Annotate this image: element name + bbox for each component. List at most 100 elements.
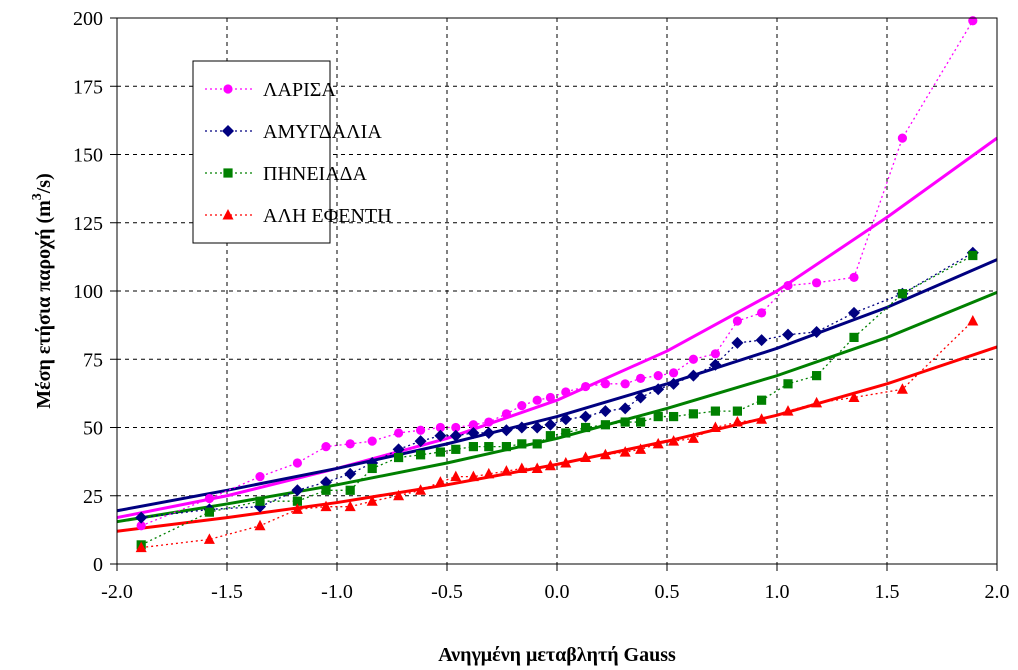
- y-tick-label: 150: [73, 145, 103, 167]
- series-1-point: [620, 379, 630, 389]
- series-2-point: [709, 358, 722, 371]
- series-1-point: [468, 420, 478, 430]
- series-4-point: [450, 470, 462, 482]
- series-3-point: [255, 496, 265, 506]
- series-4-observations: [135, 315, 979, 553]
- series-1-point: [435, 422, 445, 433]
- series-2-point: [782, 328, 794, 341]
- series-4-point: [687, 432, 699, 443]
- series-1-point: [484, 417, 494, 427]
- series-4-point: [756, 413, 768, 424]
- series-2-point: [291, 484, 304, 497]
- series-1-point: [416, 425, 426, 435]
- series-1-point: [292, 458, 302, 468]
- series-2-point: [135, 511, 148, 524]
- x-tick-label: 0.5: [655, 581, 680, 603]
- series-3-point: [435, 447, 445, 457]
- series-4-point: [544, 459, 556, 471]
- y-tick-label: 200: [73, 8, 103, 30]
- x-tick-label: -0.5: [431, 581, 463, 603]
- series-3-point: [636, 417, 646, 427]
- series-1-point: [653, 371, 663, 381]
- series-1-point: [545, 392, 556, 403]
- legend-marker: [223, 168, 233, 178]
- series-2-point: [531, 421, 544, 434]
- x-tick-label: -2.0: [101, 581, 133, 603]
- series-2-point: [320, 476, 332, 489]
- series-3-point: [783, 379, 793, 389]
- series-2-point: [559, 413, 572, 426]
- series-3-point: [484, 442, 494, 452]
- series-2-point: [344, 467, 357, 480]
- series-1-point: [636, 373, 646, 383]
- series-4-point: [782, 405, 794, 416]
- series-2-point: [619, 402, 632, 415]
- legend: ΛΑΡΙΣΑ ΑΜΥΓΔΑΛΙΑ ΠΗΝΕΙΑΔΑ ΑΛΗ ΕΦΕΝΤΗ: [192, 60, 392, 244]
- legend-marker: [222, 125, 234, 137]
- series-3-point: [688, 409, 698, 419]
- series-3-point: [710, 406, 720, 416]
- series-3-point: [561, 428, 571, 438]
- series-2-point: [848, 306, 860, 319]
- series-3-point: [321, 485, 331, 495]
- series-1-point: [345, 439, 355, 449]
- x-axis-ticks: -2.0 -1.5 -1.0 -0.5 0.0 0.5 1.0 1.5 2.0: [101, 564, 1010, 603]
- series-3-point: [468, 442, 478, 452]
- series-4-point: [254, 519, 266, 531]
- series-4-point: [203, 533, 215, 544]
- series-4-point: [848, 391, 860, 402]
- series-4-point: [434, 476, 446, 487]
- series-2-point: [667, 377, 680, 390]
- series-3-point: [968, 250, 978, 261]
- series-3-point: [732, 406, 742, 416]
- series-2-point: [579, 410, 592, 423]
- series-1-point: [532, 395, 542, 405]
- series-1-point: [394, 428, 404, 438]
- series-2-fit-curve: [116, 258, 998, 513]
- legend-entry: ΛΑΡΙΣΑ: [205, 79, 336, 101]
- x-tick-label: -1.5: [211, 581, 243, 603]
- y-tick-label: 175: [73, 76, 103, 98]
- series-4-point: [531, 462, 543, 473]
- y-tick-label: 50: [83, 418, 103, 440]
- series-3-point: [581, 422, 591, 433]
- series-2-point: [434, 429, 447, 442]
- series-4-point: [896, 383, 908, 394]
- x-tick-label: 1.0: [765, 581, 790, 603]
- y-tick-label: 125: [73, 213, 103, 235]
- data-series: [135, 16, 979, 553]
- series-1-point: [812, 278, 822, 288]
- series-4-fit-curve: [116, 345, 998, 533]
- series-4-point: [366, 495, 378, 506]
- series-3-point: [545, 431, 555, 441]
- series-3-point: [367, 463, 377, 474]
- series-4-point: [291, 503, 303, 514]
- series-2-point: [392, 443, 405, 456]
- x-tick-label: -1.0: [321, 581, 353, 603]
- legend-label: ΠΗΝΕΙΑΔΑ: [263, 163, 368, 185]
- series-3-point: [345, 485, 355, 495]
- series-1-point: [669, 368, 679, 378]
- legend-entry: ΑΜΥΓΔΑΛΙΑ: [205, 121, 382, 143]
- series-4-point: [668, 435, 680, 446]
- series-3-point: [416, 450, 426, 460]
- series-1-point: [501, 409, 511, 419]
- series-1-point: [204, 493, 214, 504]
- series-4-point: [483, 467, 495, 479]
- series-3-point: [451, 444, 461, 454]
- series-3-point: [204, 507, 214, 517]
- series-2-point: [599, 405, 612, 418]
- series-4-point: [467, 470, 479, 482]
- series-1-point: [897, 133, 908, 143]
- series-3-point: [897, 289, 907, 299]
- x-tick-label: 0.0: [545, 581, 570, 603]
- series-1-point: [561, 387, 571, 397]
- series-4-point: [516, 462, 528, 473]
- series-2-point: [755, 334, 768, 347]
- series-1-point: [581, 381, 591, 392]
- series-1-point: [732, 316, 743, 326]
- series-4-point: [811, 396, 823, 408]
- series-2-point: [515, 421, 528, 434]
- y-tick-label: 75: [83, 349, 103, 371]
